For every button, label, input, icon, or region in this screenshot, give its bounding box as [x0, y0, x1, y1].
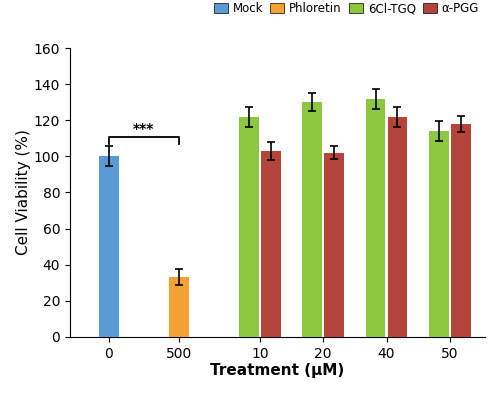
- Bar: [169, 277, 189, 337]
- Bar: [261, 151, 280, 337]
- Bar: [239, 117, 259, 337]
- Bar: [366, 99, 386, 337]
- Bar: [324, 153, 344, 337]
- Text: ***: ***: [133, 122, 154, 136]
- Bar: [451, 124, 470, 337]
- Bar: [388, 117, 407, 337]
- Legend: Mock, Phloretin, 6Cl-TGQ, α-PGG: Mock, Phloretin, 6Cl-TGQ, α-PGG: [214, 2, 479, 15]
- Y-axis label: Cell Viability (%): Cell Viability (%): [16, 130, 31, 255]
- Bar: [99, 156, 118, 337]
- X-axis label: Treatment (μM): Treatment (μM): [210, 363, 344, 378]
- Bar: [302, 102, 322, 337]
- Bar: [429, 131, 449, 337]
